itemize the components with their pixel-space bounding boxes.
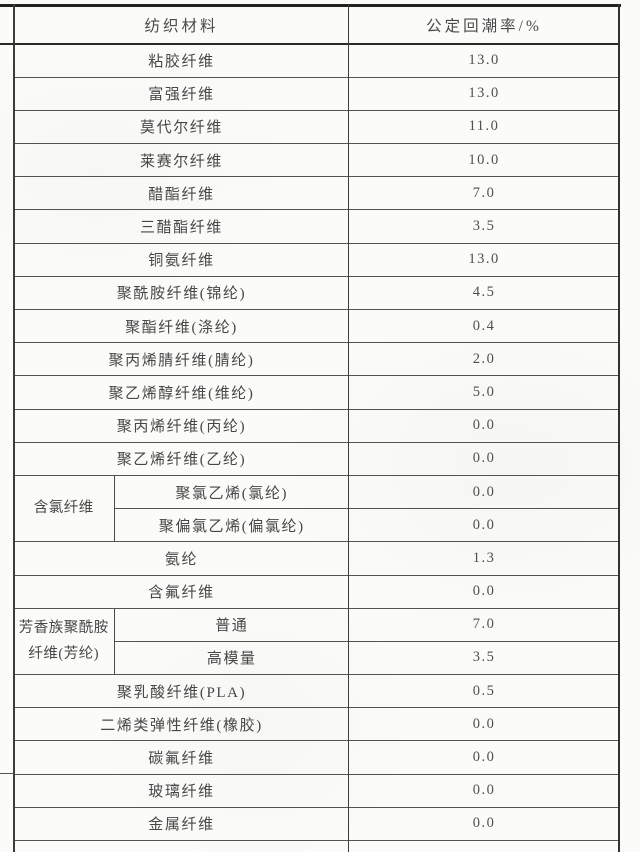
- table-column-divider: [347, 4, 350, 852]
- table-row: 氨纶 1.3: [14, 541, 620, 576]
- material-cell: 聚乙烯纤维(乙纶): [14, 442, 350, 476]
- table-row: 金属纤维 0.0: [14, 807, 620, 842]
- table-header-row: 纺织材料 公定回潮率/%: [14, 7, 620, 45]
- value-cell: 7.0: [349, 176, 620, 211]
- cropped-left-column-header-line: [0, 42, 14, 45]
- value-cell: 10.0: [349, 143, 620, 178]
- material-cell: 粘胶纤维: [14, 44, 350, 78]
- material-cell: 三醋酯纤维: [14, 209, 350, 244]
- table-row: 含氟纤维 0.0: [14, 575, 620, 609]
- material-cell: 铜氨纤维: [14, 243, 350, 277]
- cropped-left-column-row-line: [0, 772, 14, 775]
- value-cell: 0.0: [349, 740, 620, 775]
- value-cell: 0.0: [349, 774, 620, 808]
- table-row: 莫代尔纤维 11.0: [14, 110, 620, 145]
- group-cell-aramid-fiber: 芳香族聚酰胺纤维(芳纶): [14, 608, 115, 676]
- material-cell: 富强纤维: [14, 77, 350, 111]
- table-row: 三醋酯纤维 3.5: [14, 209, 620, 244]
- material-cell: 莫代尔纤维: [14, 110, 350, 145]
- table-row: 碳氟纤维 0.0: [14, 740, 620, 775]
- column-header-regain: 公定回潮率/%: [349, 7, 620, 45]
- table-row-group-start: 芳香族聚酰胺纤维(芳纶) 普通 7.0: [14, 608, 620, 676]
- table-top-border: [0, 4, 621, 7]
- material-cell: 玻璃纤维: [14, 774, 350, 808]
- table-row: 二烯类弹性纤维(橡胶) 0.0: [14, 707, 620, 742]
- material-cell: 聚氯乙烯(氯纶): [113, 475, 350, 510]
- material-cell: 高模量: [113, 641, 350, 676]
- material-cell: 聚偏氯乙烯(偏氯纶): [113, 508, 350, 543]
- table-row: 聚丙烯纤维(丙纶) 0.0: [14, 409, 620, 443]
- table-row: 聚丙烯腈纤维(腈纶) 2.0: [14, 342, 620, 377]
- value-cell: 5.0: [349, 375, 620, 410]
- value-cell: 0.0: [349, 409, 620, 443]
- material-cell: 聚酯纤维(涤纶): [14, 309, 350, 344]
- value-cell: 0.0: [349, 575, 620, 609]
- material-cell: 聚乙烯醇纤维(维纶): [14, 375, 350, 410]
- material-cell: 醋酯纤维: [14, 176, 350, 211]
- material-cell: 金属纤维: [14, 807, 350, 842]
- material-cell: 聚乳酸纤维(PLA): [14, 674, 350, 709]
- value-cell: 4.5: [349, 276, 620, 311]
- value-cell: 13.0: [349, 44, 620, 78]
- table-row-group-start: 含氯纤维 聚氯乙烯(氯纶) 0.0: [14, 475, 620, 543]
- value-cell: 3.5: [349, 209, 620, 244]
- material-cell: 含氟纤维: [14, 575, 350, 609]
- table-row: 高模量 3.5: [14, 641, 620, 676]
- value-cell: 0.0: [349, 475, 620, 510]
- value-cell: 0.5: [349, 674, 620, 709]
- table-left-border: [13, 4, 15, 852]
- value-cell: 13.0: [349, 243, 620, 277]
- value-cell: 0.4: [349, 309, 620, 344]
- table-row: 莱赛尔纤维 10.0: [14, 143, 620, 178]
- material-cell: 碳氟纤维: [14, 740, 350, 775]
- table-row: 聚酯纤维(涤纶) 0.4: [14, 309, 620, 344]
- value-cell: 11.0: [349, 110, 620, 145]
- value-cell: 0.0: [349, 442, 620, 476]
- table-row: 聚乙烯醇纤维(维纶) 5.0: [14, 375, 620, 410]
- material-cell: 氨纶: [14, 541, 350, 576]
- material-cell: 聚丙烯腈纤维(腈纶): [14, 342, 350, 377]
- value-cell: 2.0: [349, 342, 620, 377]
- moisture-regain-table: 纺织材料 公定回潮率/% 粘胶纤维 13.0 富强纤维 13.0 莫代尔纤维 1…: [14, 7, 620, 842]
- material-cell: 普通: [113, 608, 350, 642]
- value-cell: 7.0: [349, 608, 620, 642]
- material-cell: 二烯类弹性纤维(橡胶): [14, 707, 350, 742]
- value-cell: 13.0: [349, 77, 620, 111]
- material-cell: 聚酰胺纤维(锦纶): [14, 276, 350, 311]
- column-header-material: 纺织材料: [14, 7, 350, 45]
- group-cell-chlorine-fiber: 含氯纤维: [14, 475, 115, 543]
- table-row: 聚乳酸纤维(PLA) 0.5: [14, 674, 620, 709]
- table-row: 玻璃纤维 0.0: [14, 774, 620, 808]
- table-row: 铜氨纤维 13.0: [14, 243, 620, 277]
- table-row: 聚偏氯乙烯(偏氯纶) 0.0: [14, 508, 620, 543]
- value-cell: 3.5: [349, 641, 620, 676]
- table-row: 粘胶纤维 13.0: [14, 44, 620, 78]
- table-row: 富强纤维 13.0: [14, 77, 620, 111]
- table-row: 醋酯纤维 7.0: [14, 176, 620, 211]
- material-cell: 聚丙烯纤维(丙纶): [14, 409, 350, 443]
- value-cell: 0.0: [349, 807, 620, 842]
- value-cell: 0.0: [349, 707, 620, 742]
- material-cell: 莱赛尔纤维: [14, 143, 350, 178]
- table-right-border: [617, 4, 620, 852]
- table-row: 聚乙烯纤维(乙纶) 0.0: [14, 442, 620, 476]
- value-cell: 0.0: [349, 508, 620, 543]
- table-row: 聚酰胺纤维(锦纶) 4.5: [14, 276, 620, 311]
- value-cell: 1.3: [349, 541, 620, 576]
